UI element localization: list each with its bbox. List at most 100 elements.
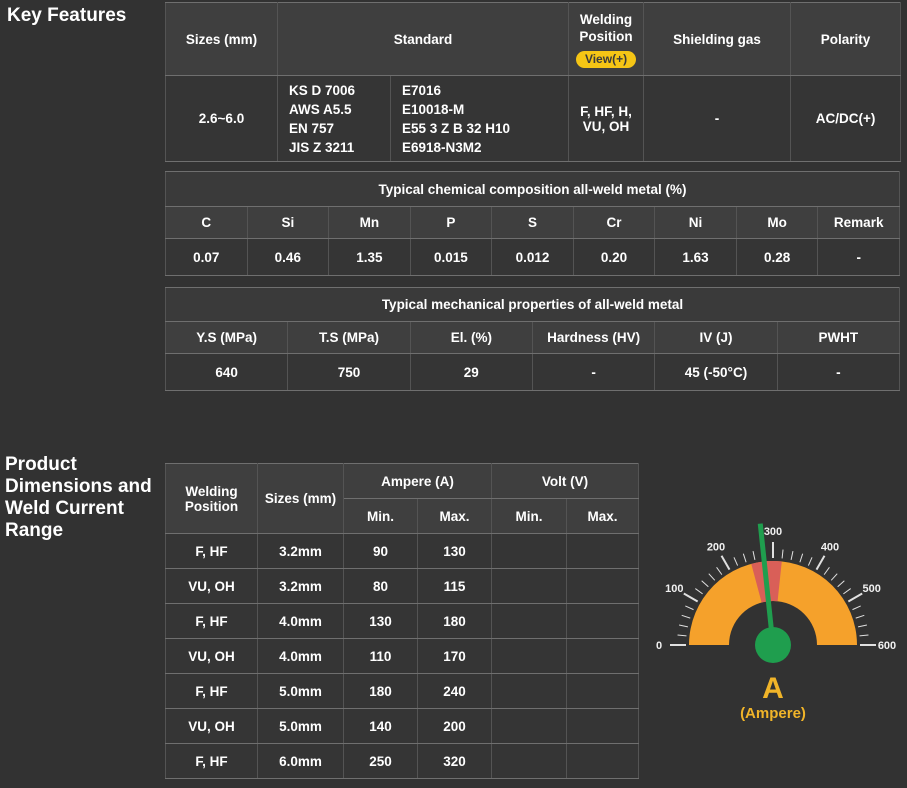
- size-cell: 6.0mm: [257, 743, 344, 779]
- volt-max-cell: [566, 708, 640, 744]
- volt-max-cell: [566, 638, 640, 674]
- chem-value-cell: 0.015: [409, 238, 493, 276]
- size-cell: 4.0mm: [257, 638, 344, 674]
- ampere-header: Ampere (A): [342, 463, 493, 499]
- sizes-value: 2.6~6.0: [165, 75, 278, 162]
- mech-header-cell: PWHT: [776, 321, 901, 354]
- ampere-max-cell: 240: [416, 673, 493, 709]
- welding-position-header-label: Welding Position: [579, 11, 633, 44]
- gauge-tick-label: 0: [656, 640, 662, 652]
- gauge-tick: [847, 592, 863, 603]
- shielding-gas-value: -: [643, 75, 792, 162]
- gauge-tick: [830, 573, 838, 581]
- gauge-tick: [837, 580, 845, 588]
- standard-header: Standard: [276, 2, 570, 76]
- chem-composition-table: Typical chemical composition all-weld me…: [165, 171, 900, 276]
- product-dimensions-heading: Product Dimensions and Weld Current Rang…: [5, 454, 152, 541]
- standard-value-a: KS D 7006 AWS A5.5 EN 757 JIS Z 3211: [277, 75, 391, 162]
- gauge-unit-label: A: [762, 672, 784, 705]
- ampere-min-cell: 140: [343, 708, 418, 744]
- mech-header-cell: El. (%): [409, 321, 533, 354]
- ampere-max-cell: 130: [416, 533, 493, 569]
- gauge-tick: [807, 557, 813, 566]
- chem-table-title: Typical chemical composition all-weld me…: [165, 171, 900, 207]
- chem-value-cell: 0.07: [165, 238, 248, 276]
- volt-min-cell: [491, 743, 568, 779]
- ampere-min-cell: 250: [343, 743, 418, 779]
- chem-header-cell: S: [491, 206, 574, 239]
- ampere-min-cell: 90: [343, 533, 418, 569]
- table-row: VU, OH 3.2mm 80 115: [165, 568, 640, 604]
- volt-min-cell: [491, 708, 568, 744]
- mech-header-cell: Y.S (MPa): [164, 321, 289, 354]
- ampere-max-header: Max.: [416, 498, 493, 534]
- gauge-tick: [790, 550, 794, 561]
- ampere-max-cell: 320: [416, 743, 493, 779]
- chem-value-cell: 0.46: [246, 238, 330, 276]
- ampere-min-cell: 110: [343, 638, 418, 674]
- gauge-tick: [708, 573, 716, 581]
- position-header: Welding Position: [165, 463, 258, 534]
- size-cell: 4.0mm: [257, 603, 344, 639]
- gauge-tick: [677, 634, 687, 637]
- chem-header-cell: Remark: [817, 206, 900, 239]
- chem-header-cell: Ni: [654, 206, 737, 239]
- gauge-tick: [716, 567, 723, 575]
- volt-max-header: Max.: [566, 498, 640, 534]
- volt-max-cell: [566, 743, 640, 779]
- table-row: VU, OH 5.0mm 140 200: [165, 708, 640, 744]
- table-row: VU, OH 4.0mm 110 170: [165, 638, 640, 674]
- table-row: F, HF 6.0mm 250 320: [165, 743, 640, 779]
- gauge-tick: [843, 588, 851, 595]
- volt-header: Volt (V): [491, 463, 640, 499]
- gauge-tick: [720, 555, 731, 571]
- chem-value-cell: 0.28: [735, 238, 819, 276]
- chem-value-cell: 0.012: [491, 238, 574, 276]
- position-cell: VU, OH: [165, 708, 258, 744]
- size-cell: 5.0mm: [257, 708, 344, 744]
- ampere-gauge-svg: 0 100 200 300 400 500 600 A(Ampere): [656, 523, 896, 722]
- chem-value-cell: 1.63: [654, 238, 737, 276]
- chem-header-cell: C: [165, 206, 248, 239]
- ampere-max-cell: 180: [416, 603, 493, 639]
- gauge-tick: [799, 553, 804, 563]
- position-cell: VU, OH: [165, 638, 258, 674]
- size-cell: 5.0mm: [257, 673, 344, 709]
- gauge-tick: [852, 605, 861, 611]
- shielding-gas-header: Shielding gas: [643, 2, 792, 76]
- gauge-tick: [685, 605, 694, 611]
- mech-table-title: Typical mechanical properties of all-wel…: [165, 287, 900, 322]
- volt-min-cell: [491, 603, 568, 639]
- gauge-tick-label: 300: [764, 526, 782, 538]
- chem-header-cell: Si: [246, 206, 330, 239]
- gauge-tick: [742, 553, 747, 563]
- mech-header-cell: Hardness (HV): [531, 321, 656, 354]
- gauge-tick: [823, 567, 830, 575]
- key-features-heading: Key Features: [7, 5, 127, 26]
- welding-position-value: F, HF, H, VU, OH: [568, 75, 645, 162]
- ampere-max-cell: 200: [416, 708, 493, 744]
- mech-value-cell: 640: [164, 353, 289, 391]
- size-cell: 3.2mm: [257, 568, 344, 604]
- gauge-tick: [733, 557, 739, 566]
- mech-value-cell: -: [776, 353, 901, 391]
- gauge-tick-label: 400: [821, 541, 839, 553]
- welding-position-header: Welding Position View(+): [568, 2, 645, 76]
- mech-header-cell: IV (J): [654, 321, 778, 354]
- mech-value-cell: 29: [409, 353, 533, 391]
- gauge-tick: [859, 634, 869, 637]
- sizes-header: Sizes (mm): [165, 2, 278, 76]
- gauge-tick: [815, 555, 826, 571]
- chem-header-cell: P: [409, 206, 493, 239]
- volt-max-cell: [566, 533, 640, 569]
- position-cell: F, HF: [165, 603, 258, 639]
- table-row: F, HF 4.0mm 130 180: [165, 603, 640, 639]
- volt-max-cell: [566, 603, 640, 639]
- gauge-tick: [855, 614, 865, 619]
- position-cell: F, HF: [165, 673, 258, 709]
- chem-header-cell: Mo: [735, 206, 819, 239]
- table-row: F, HF 3.2mm 90 130: [165, 533, 640, 569]
- gauge-band: [689, 561, 857, 645]
- view-plus-button[interactable]: View(+): [575, 50, 637, 68]
